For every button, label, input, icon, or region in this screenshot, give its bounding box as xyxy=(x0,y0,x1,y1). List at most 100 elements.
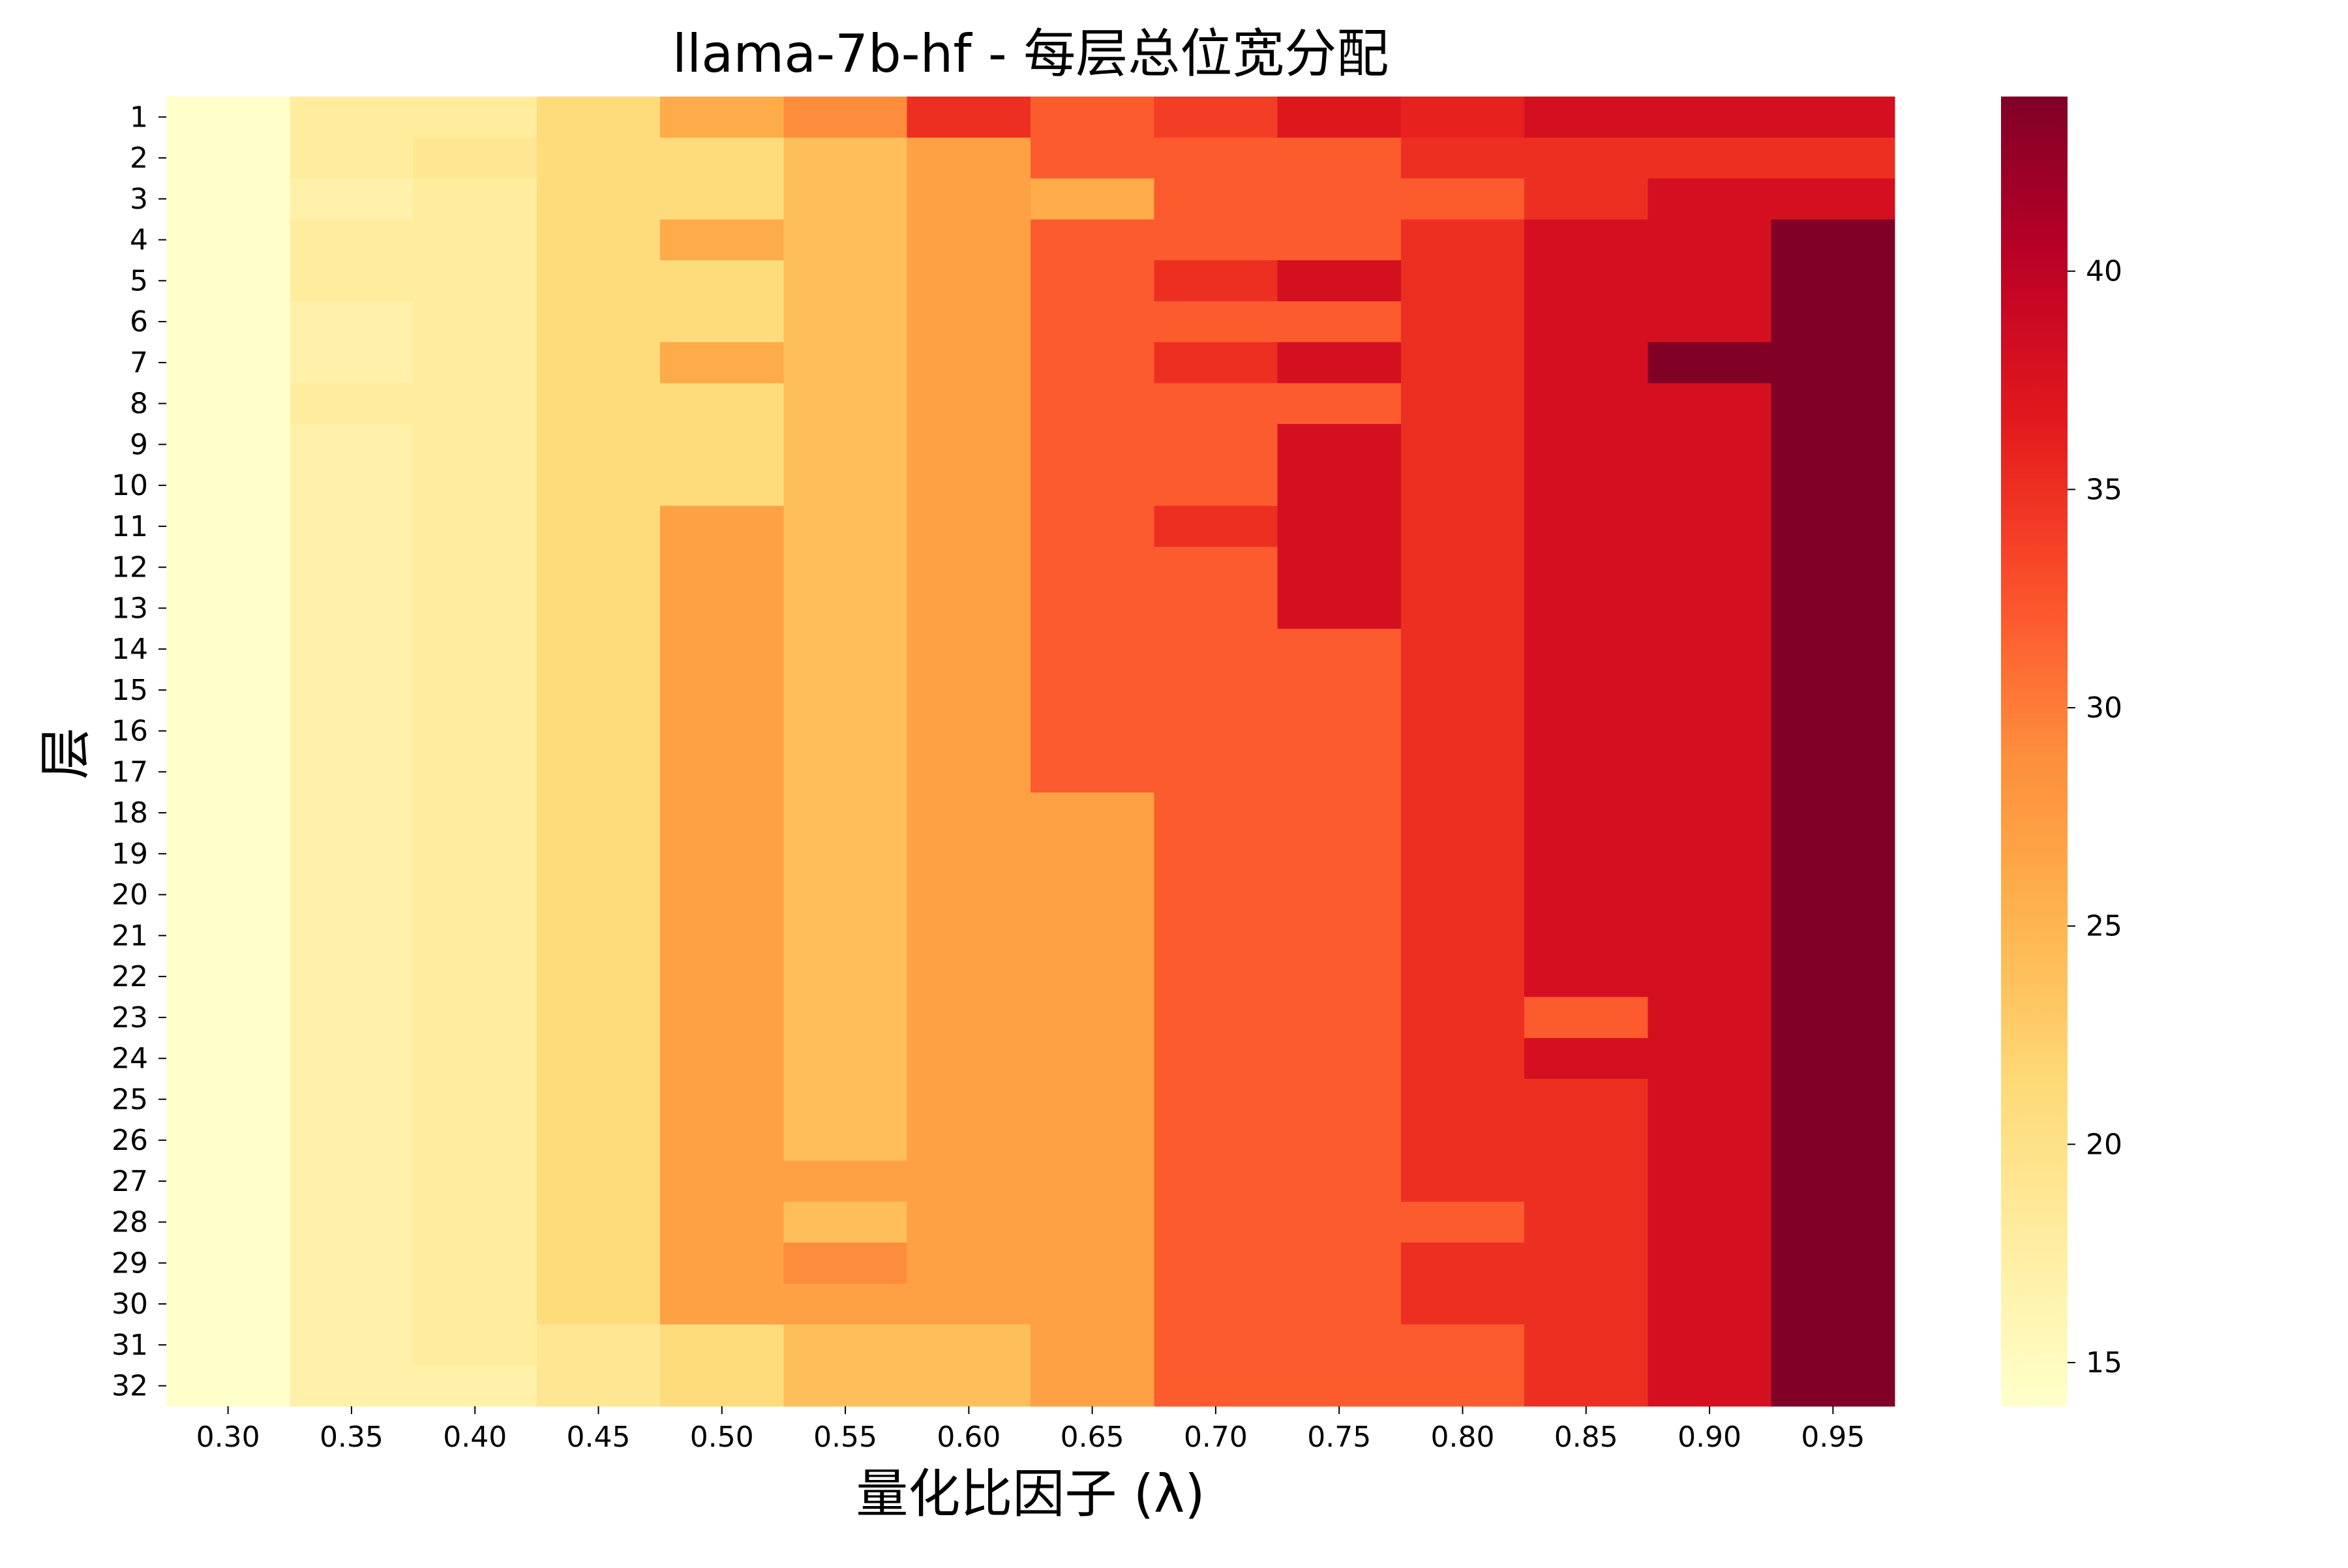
heatmap-cell-15-2 xyxy=(290,669,414,711)
heatmap-cell-27-6 xyxy=(783,1160,908,1202)
heatmap-cell-27-8 xyxy=(1031,1160,1154,1202)
heatmap-cell-17-10 xyxy=(1277,751,1402,793)
heatmap-cell-18-10 xyxy=(1277,792,1402,834)
heatmap-cell-14-12 xyxy=(1524,628,1649,671)
heatmap-cell-32-10 xyxy=(1277,1365,1402,1407)
heatmap-cell-14-4 xyxy=(536,628,661,671)
heatmap-cell-8-5 xyxy=(660,383,785,425)
x-tick-label: 0.45 xyxy=(567,1421,631,1454)
heatmap-cell-12-14 xyxy=(1771,547,1895,588)
heatmap-cell-22-14 xyxy=(1771,956,1895,998)
heatmap-cell-9-9 xyxy=(1154,424,1278,466)
heatmap-cell-10-14 xyxy=(1771,464,1895,507)
heatmap-cell-14-11 xyxy=(1400,628,1525,671)
y-tick-label: 28 xyxy=(112,1206,148,1239)
heatmap-cell-7-13 xyxy=(1648,342,1772,384)
heatmap-cell-16-3 xyxy=(413,710,537,752)
heatmap-cell-21-12 xyxy=(1524,915,1649,957)
heatmap-cell-14-10 xyxy=(1277,628,1402,671)
heatmap-cell-10-2 xyxy=(290,464,414,507)
heatmap-cell-7-10 xyxy=(1277,342,1402,384)
x-tick-label: 0.40 xyxy=(443,1421,507,1454)
heatmap-cell-27-14 xyxy=(1771,1160,1895,1202)
heatmap-cell-12-11 xyxy=(1400,547,1525,588)
heatmap-cell-28-1 xyxy=(166,1201,290,1243)
heatmap-cell-15-7 xyxy=(907,669,1031,711)
heatmap-cell-2-6 xyxy=(783,137,908,179)
heatmap-cell-6-4 xyxy=(536,301,661,343)
y-tick-label: 1 xyxy=(130,100,148,134)
y-tick-label: 14 xyxy=(112,633,148,666)
heatmap-cell-1-14 xyxy=(1771,97,1895,138)
heatmap-cell-7-3 xyxy=(413,342,537,384)
heatmap-cell-5-10 xyxy=(1277,260,1402,302)
heatmap-cell-15-4 xyxy=(536,669,661,711)
y-tick-label: 8 xyxy=(130,387,148,421)
heatmap-cell-22-4 xyxy=(536,956,661,998)
heatmap-cell-11-6 xyxy=(783,505,908,547)
heatmap-cell-32-6 xyxy=(783,1365,908,1407)
heatmap-cell-4-12 xyxy=(1524,219,1649,261)
heatmap-cell-24-5 xyxy=(660,1038,785,1079)
heatmap-cell-4-10 xyxy=(1277,219,1402,261)
heatmap-cell-3-2 xyxy=(290,178,414,220)
heatmap-cell-31-13 xyxy=(1648,1324,1772,1366)
heatmap-cell-16-13 xyxy=(1648,710,1772,752)
heatmap-cell-25-13 xyxy=(1648,1079,1772,1121)
heatmap-cell-18-9 xyxy=(1154,792,1278,834)
y-tick-label: 4 xyxy=(130,224,148,257)
heatmap-cell-24-6 xyxy=(783,1038,908,1079)
heatmap-cell-14-2 xyxy=(290,628,414,671)
heatmap-cell-8-4 xyxy=(536,383,661,425)
colorbar-gradient xyxy=(2001,97,2068,1406)
heatmap-cell-2-11 xyxy=(1400,137,1525,179)
heatmap-cell-12-3 xyxy=(413,547,537,588)
heatmap-cell-4-6 xyxy=(783,219,908,261)
heatmap-cell-17-2 xyxy=(290,751,414,793)
x-tick-label: 0.35 xyxy=(320,1421,384,1454)
heatmap-cell-25-1 xyxy=(166,1079,290,1121)
heatmap-cell-23-12 xyxy=(1524,997,1649,1038)
heatmap-cell-23-13 xyxy=(1648,997,1772,1038)
heatmap-cell-6-6 xyxy=(783,301,908,343)
heatmap-cell-14-13 xyxy=(1648,628,1772,671)
heatmap-cell-13-1 xyxy=(166,588,290,629)
y-tick-label: 17 xyxy=(112,755,148,789)
heatmap-cell-20-6 xyxy=(783,874,908,916)
heatmap-cell-15-1 xyxy=(166,669,290,711)
heatmap-cell-6-10 xyxy=(1277,301,1402,343)
y-tick-label: 21 xyxy=(112,919,148,952)
heatmap-cell-22-5 xyxy=(660,956,785,998)
heatmap-cell-21-11 xyxy=(1400,915,1525,957)
heatmap-cell-28-10 xyxy=(1277,1201,1402,1243)
heatmap-cell-24-10 xyxy=(1277,1038,1402,1079)
heatmap-cell-5-14 xyxy=(1771,260,1895,302)
y-tick-label: 9 xyxy=(130,428,148,461)
heatmap-cell-4-11 xyxy=(1400,219,1525,261)
heatmap-cell-13-6 xyxy=(783,588,908,629)
heatmap-cell-19-4 xyxy=(536,833,661,875)
heatmap-cell-17-11 xyxy=(1400,751,1525,793)
heatmap-cell-7-12 xyxy=(1524,342,1649,384)
heatmap-cell-23-11 xyxy=(1400,997,1525,1038)
heatmap-cell-13-14 xyxy=(1771,588,1895,629)
heatmap-cell-10-10 xyxy=(1277,464,1402,507)
heatmap-cell-26-13 xyxy=(1648,1119,1772,1162)
heatmap-cell-30-3 xyxy=(413,1283,537,1325)
heatmap-cell-14-5 xyxy=(660,628,785,671)
heatmap-cell-8-1 xyxy=(166,383,290,425)
heatmap-cell-6-8 xyxy=(1031,301,1154,343)
heatmap-cell-1-6 xyxy=(783,97,908,138)
heatmap-cell-32-12 xyxy=(1524,1365,1649,1407)
heatmap-cell-3-9 xyxy=(1154,178,1278,220)
heatmap-cell-3-1 xyxy=(166,178,290,220)
heatmap-cell-20-5 xyxy=(660,874,785,916)
heatmap-cell-30-9 xyxy=(1154,1283,1278,1325)
heatmap-cell-13-13 xyxy=(1648,588,1772,629)
heatmap-cell-30-14 xyxy=(1771,1283,1895,1325)
colorbar: 15 20 25 30 35 40 xyxy=(2001,97,2122,1406)
heatmap-cell-32-11 xyxy=(1400,1365,1525,1407)
heatmap-cell-2-10 xyxy=(1277,137,1402,179)
heatmap-cell-17-8 xyxy=(1031,751,1154,793)
